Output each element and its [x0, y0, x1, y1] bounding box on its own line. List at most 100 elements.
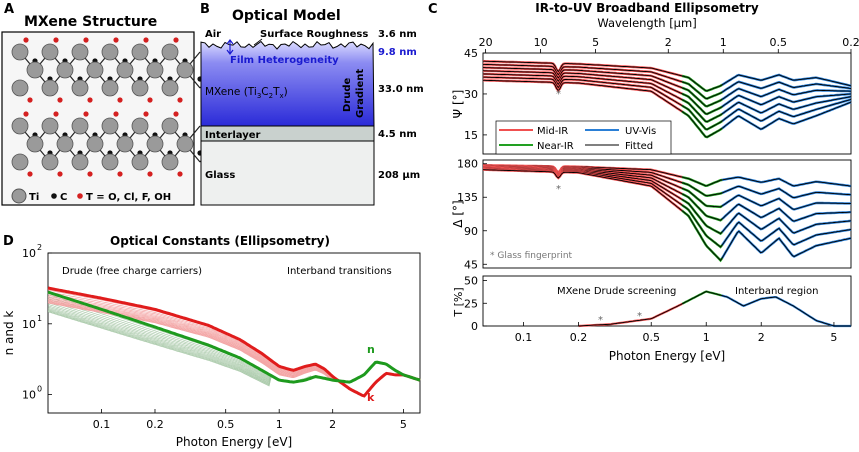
ti-atom	[131, 43, 149, 61]
transmission-tick-label: 25	[464, 297, 478, 310]
wavelength-tick-label: 2	[665, 36, 672, 49]
glass-label: Glass	[205, 170, 235, 181]
d-energy-tick-label: 5	[400, 418, 407, 431]
d-y-tick-label: 10	[22, 247, 36, 260]
glass-fingerprint-note: * Glass fingerprint	[490, 251, 573, 261]
interband-transitions-note: Interband transitions	[287, 266, 392, 277]
t-atom	[143, 111, 149, 117]
ti-atom	[161, 43, 179, 61]
psi-axis-label: Ψ [°]	[451, 90, 465, 119]
ti-atom	[26, 61, 44, 79]
t-atom	[147, 171, 153, 177]
wavelength-ticks: 20 10 5 2 1 0.5 0.2	[479, 36, 859, 53]
t-atom	[147, 97, 153, 103]
transmission-measured	[578, 302, 683, 328]
delta-axes	[482, 159, 852, 269]
ti-atom	[161, 117, 179, 135]
ti-atom	[146, 61, 164, 79]
t-atom	[57, 97, 63, 103]
delta-glass-star: *	[556, 184, 561, 195]
transmission-axes	[482, 275, 852, 327]
wavelength-tick-label: 0.2	[842, 36, 859, 49]
t-legend-label: T = O, Cl, F, OH	[86, 192, 171, 203]
ti-legend-marker	[11, 188, 27, 204]
optical-constant-curves	[47, 286, 421, 398]
measured-curve	[721, 194, 851, 211]
measured-curve	[721, 176, 852, 188]
t-atom	[117, 171, 123, 177]
wavelength-tick-label: 10	[534, 36, 548, 49]
psi-tick-label: 15	[464, 129, 478, 142]
ti-atom	[101, 117, 119, 135]
t-atom	[113, 111, 119, 117]
ti-atom	[71, 79, 89, 97]
t-atom	[173, 37, 179, 43]
t-atom	[23, 111, 29, 117]
t-atom	[87, 97, 93, 103]
d-energy-tick-label: 0.1	[93, 418, 111, 431]
ti-atom	[11, 43, 29, 61]
d-energy-tick-label: 2	[329, 418, 336, 431]
ti-atom	[176, 135, 194, 153]
ti-atom	[131, 153, 149, 171]
legend-midir-label: Mid-IR	[537, 126, 568, 137]
mxene-thickness: 33.0 nm	[378, 84, 424, 95]
legend-fitted-label: Fitted	[625, 141, 653, 152]
glass-layer	[200, 140, 375, 206]
energy-tick-label: 5	[830, 331, 837, 344]
energy-tick-label: 0.2	[570, 331, 588, 344]
wavelength-tick-label: 5	[592, 36, 599, 49]
panel-c-x-label: Photon Energy [eV]	[609, 349, 725, 363]
mxene-lattice	[11, 37, 216, 177]
heterogeneity-arrowheads	[226, 39, 234, 55]
ti-atom	[26, 135, 44, 153]
panel-b-title: Optical Model	[232, 8, 341, 24]
legend-box	[495, 120, 672, 155]
ti-atom	[71, 117, 89, 135]
transmission-tick-label: 0	[471, 320, 478, 333]
d-y-tick-exponent: 2	[37, 243, 42, 252]
panel-d-x-ticks: 0.1 0.2 0.5 1 2 5	[93, 409, 407, 431]
t-axis-label: T [%]	[452, 287, 465, 317]
psi-curves	[482, 60, 852, 139]
t-atom	[57, 171, 63, 177]
k-curve-label: k	[367, 391, 375, 404]
panel-a-title: MXene Structure	[24, 14, 157, 30]
heterogeneity-label: Film Heterogeneity	[230, 55, 339, 66]
ti-atom	[101, 43, 119, 61]
d-y-tick-label: 10	[22, 318, 36, 331]
legend-nearir-label: Near-IR	[537, 141, 574, 152]
t-atom	[173, 111, 179, 117]
ti-atom	[176, 61, 194, 79]
k-curve	[47, 286, 421, 398]
ti-atom	[86, 135, 104, 153]
energy-tick-label: 0.1	[515, 331, 533, 344]
wavelength-tick-label: 20	[479, 36, 493, 49]
t-atom	[83, 37, 89, 43]
ti-atom	[56, 135, 74, 153]
wavelength-axis-label: Wavelength [μm]	[597, 16, 696, 30]
drude-label: Drude	[342, 77, 353, 112]
d-y-tick-exponent: 0	[37, 385, 42, 394]
panel-a-legend: Ti C T = O, Cl, F, OH	[11, 188, 171, 204]
panel-d-title: Optical Constants (Ellipsometry)	[110, 234, 330, 248]
ti-atom	[86, 61, 104, 79]
k-gradient-curve	[47, 302, 421, 397]
psi-tick-label: 45	[464, 47, 478, 60]
transmission-tick-label: 50	[464, 275, 478, 288]
roughness-label: Surface Roughness	[260, 29, 368, 40]
ti-atom	[146, 135, 164, 153]
ti-atom	[11, 117, 29, 135]
heterogeneity-thickness: 9.8 nm	[378, 47, 417, 58]
panel-c-title: IR-to-UV Broadband Ellipsometry	[535, 1, 759, 15]
t-atom	[117, 97, 123, 103]
ti-atom	[101, 79, 119, 97]
delta-tick-label: 45	[464, 258, 478, 271]
panel-c-legend: Mid-IR Near-IR UV-Vis Fitted	[495, 120, 672, 155]
t-glass-star-2: *	[637, 311, 642, 322]
ti-atom	[116, 61, 134, 79]
ti-atom	[11, 79, 29, 97]
ti-atom	[131, 117, 149, 135]
air-label: Air	[205, 29, 221, 40]
t-atom	[113, 37, 119, 43]
